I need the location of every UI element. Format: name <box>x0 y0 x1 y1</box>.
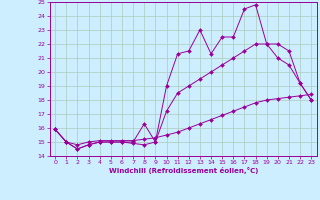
X-axis label: Windchill (Refroidissement éolien,°C): Windchill (Refroidissement éolien,°C) <box>108 167 258 174</box>
